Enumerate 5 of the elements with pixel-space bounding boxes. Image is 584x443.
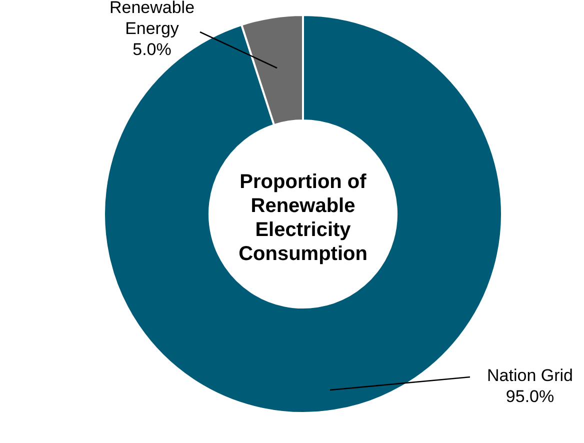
data-label: 95.0%: [506, 387, 554, 406]
slice-label: Renewable Energy: [109, 0, 195, 38]
text: Proportion of Renewable Electricity Consumption: [238, 170, 368, 266]
slice-label: Nation Grid: [487, 366, 573, 386]
data-label: 5.0%: [132, 40, 172, 60]
